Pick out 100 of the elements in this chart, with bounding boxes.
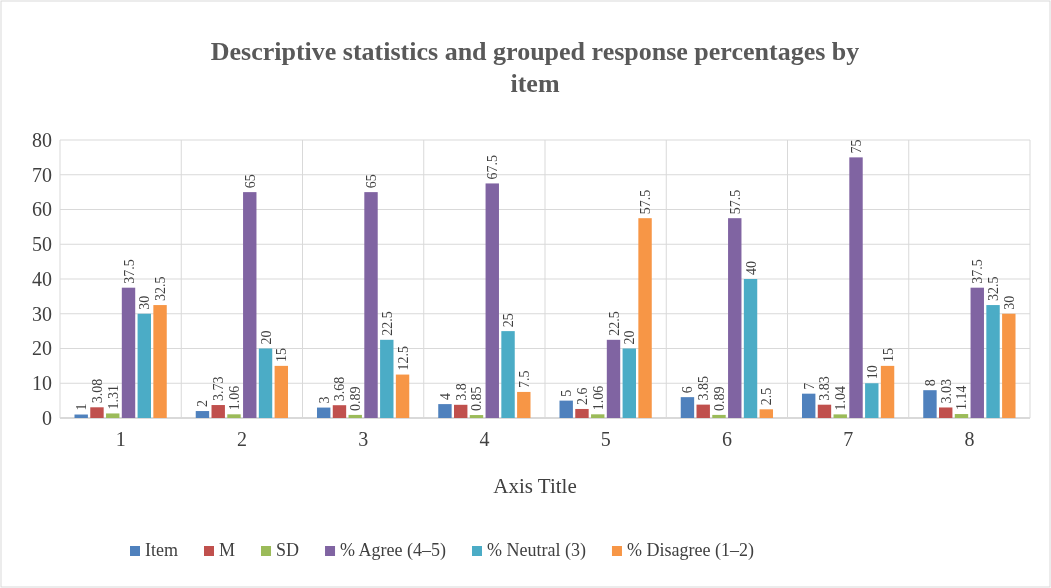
legend-label: M	[219, 540, 236, 560]
x-tick-label: 2	[236, 428, 247, 451]
bar	[501, 331, 515, 418]
data-label: 5	[559, 389, 575, 397]
legend-label: % Neutral (3)	[487, 540, 586, 561]
bar	[622, 348, 636, 418]
data-label: 32.5	[986, 276, 1002, 302]
bar	[559, 400, 573, 418]
x-tick-label: 4	[479, 428, 490, 451]
x-tick-label: 7	[843, 428, 854, 451]
bar	[274, 365, 289, 418]
y-tick-label: 80	[32, 128, 52, 151]
data-label: 32.5	[153, 276, 169, 302]
data-label: 12.5	[395, 346, 411, 371]
bar	[348, 414, 362, 418]
data-label: 4	[437, 393, 453, 401]
bar	[485, 183, 499, 418]
y-tick-label: 20	[32, 337, 52, 360]
data-label: 30	[1001, 295, 1017, 310]
bar	[227, 414, 241, 418]
bar	[712, 414, 726, 418]
data-label: 8	[922, 379, 938, 387]
legend-label: Item	[145, 540, 178, 560]
data-label: 37.5	[970, 259, 986, 284]
data-label: 3.08	[89, 378, 105, 404]
data-label: 1.04	[833, 385, 849, 411]
data-label: 0.89	[348, 386, 364, 411]
data-label: 15	[880, 347, 896, 362]
bar	[454, 404, 468, 418]
legend-label: % Disagree (1–2)	[626, 540, 754, 561]
bar	[743, 279, 758, 418]
x-tick-label: 3	[358, 428, 369, 451]
bar	[195, 411, 210, 418]
y-tick-label: 60	[32, 198, 52, 221]
data-label: 3.85	[696, 376, 712, 401]
data-label: 67.5	[485, 154, 501, 180]
x-tick-label: 6	[721, 428, 732, 451]
data-label: 75	[849, 139, 865, 154]
data-label: 3	[316, 396, 332, 404]
x-axis-title: Axis Title	[493, 474, 577, 498]
data-label: 15	[274, 347, 290, 362]
data-label: 6	[680, 386, 696, 394]
y-tick-label: 10	[32, 372, 52, 395]
bar	[680, 397, 695, 418]
chart-title: Descriptive statistics and grouped response percentages by item	[210, 37, 860, 98]
bar	[849, 157, 863, 418]
bar	[395, 374, 410, 418]
bar	[211, 405, 225, 418]
data-label: 57.5	[727, 189, 743, 215]
bar	[865, 383, 879, 418]
bar	[759, 409, 774, 418]
data-label: 1.14	[954, 385, 970, 411]
data-label: 37.5	[121, 259, 137, 284]
data-label: 3.83	[817, 376, 833, 401]
bar	[880, 365, 895, 418]
bar	[90, 407, 104, 418]
bar	[638, 218, 652, 418]
bar	[438, 404, 452, 418]
data-label: 25	[501, 313, 517, 328]
data-label: 2	[195, 400, 211, 408]
bar	[606, 339, 621, 418]
legend-label: SD	[276, 540, 300, 560]
bar	[591, 414, 605, 418]
bar	[696, 404, 710, 418]
data-label: 1.06	[590, 385, 606, 411]
data-label: 2.5	[759, 387, 775, 406]
data-label: 20	[258, 330, 274, 345]
bar	[801, 393, 816, 418]
bar	[728, 218, 742, 418]
data-label: 40	[743, 261, 759, 275]
data-label: 7	[801, 382, 817, 390]
data-label: 3.8	[453, 383, 469, 401]
bar	[1002, 313, 1016, 418]
data-label: 0.89	[711, 386, 727, 411]
bar	[364, 192, 378, 418]
y-tick-label: 50	[32, 233, 52, 256]
data-label: 22.5	[606, 311, 622, 336]
bar	[939, 407, 953, 418]
data-label: 3.68	[332, 376, 348, 402]
bar	[316, 407, 331, 418]
x-tick-label: 5	[600, 428, 611, 451]
data-label: 3.73	[211, 376, 227, 402]
x-tick-label: 8	[964, 428, 975, 451]
data-label: 1.06	[226, 385, 242, 411]
x-tick-label: 1	[115, 428, 126, 451]
bar	[153, 305, 167, 418]
bar	[923, 390, 937, 418]
bar	[954, 414, 969, 418]
data-label: 57.5	[638, 189, 654, 215]
bar	[469, 415, 484, 418]
data-label: 30	[137, 295, 153, 310]
y-tick-label: 70	[32, 163, 52, 186]
bar	[986, 305, 1000, 418]
data-label: 3.03	[938, 378, 954, 404]
bar	[258, 348, 273, 418]
data-label: 7.5	[516, 370, 532, 388]
bar	[243, 192, 257, 418]
bar	[137, 313, 151, 418]
data-label: 65	[242, 174, 258, 189]
bar	[970, 287, 984, 418]
